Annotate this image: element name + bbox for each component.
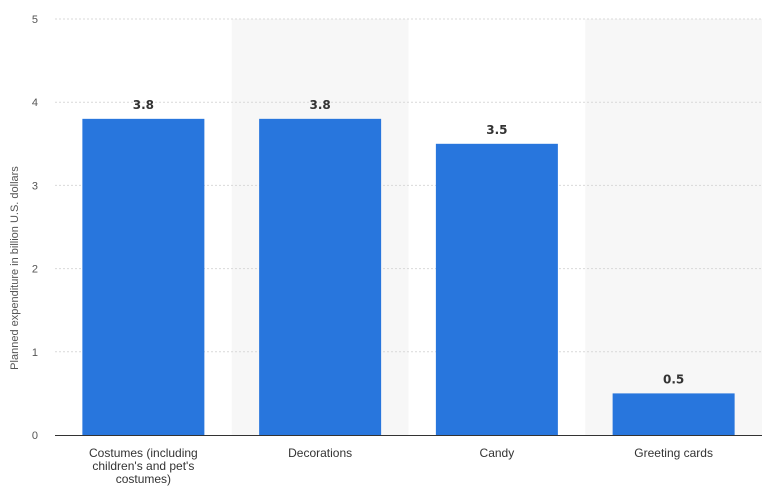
data-label: 3.8 xyxy=(133,98,154,112)
y-axis-ticks: 0 1 2 3 4 5 xyxy=(32,14,38,442)
data-label: 0.5 xyxy=(663,372,684,386)
bar[interactable] xyxy=(259,118,382,435)
y-tick-label: 0 xyxy=(32,430,38,442)
y-tick-label: 4 xyxy=(32,97,38,109)
category-label: Greeting cards xyxy=(634,446,713,460)
category-label: Decorations xyxy=(288,446,352,460)
y-tick-label: 1 xyxy=(32,347,38,359)
bar[interactable] xyxy=(435,143,558,436)
background-band xyxy=(585,19,762,435)
category-label-line: Costumes (including xyxy=(89,446,198,460)
category-label-line: Greeting cards xyxy=(634,446,713,460)
category-label-line: costumes) xyxy=(116,472,171,486)
bars xyxy=(82,118,735,436)
category-labels: Costumes (including children's and pet's c… xyxy=(89,446,713,486)
data-label: 3.5 xyxy=(486,123,507,137)
bar[interactable] xyxy=(612,393,735,435)
y-tick-label: 5 xyxy=(32,14,38,26)
category-label-line: children's and pet's xyxy=(92,459,194,473)
category-label: Candy xyxy=(480,446,515,460)
bar[interactable] xyxy=(82,118,205,435)
category-label-line: Decorations xyxy=(288,446,352,460)
y-axis-title: Planned expenditure in billion U.S. doll… xyxy=(9,166,21,370)
category-label-line: Candy xyxy=(480,446,515,460)
data-label: 3.8 xyxy=(309,98,330,112)
y-tick-label: 2 xyxy=(32,264,38,276)
category-label: Costumes (including children's and pet's c… xyxy=(89,446,198,486)
data-labels: 3.8 3.8 3.5 0.5 xyxy=(133,98,685,387)
y-tick-label: 3 xyxy=(32,180,38,192)
